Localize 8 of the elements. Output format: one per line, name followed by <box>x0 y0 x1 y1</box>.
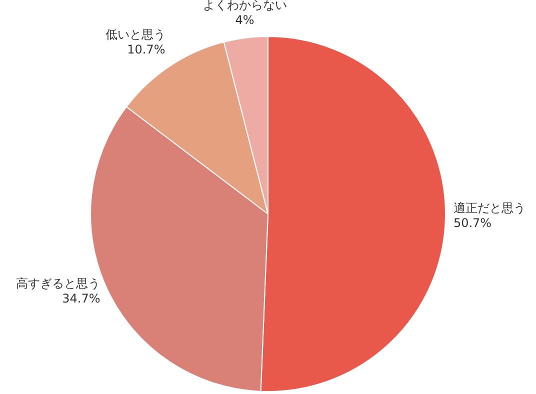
slice-label: 適正だと思う <box>453 200 526 215</box>
data-label: 34.7% <box>62 291 100 306</box>
slice-label: 高すぎると思う <box>16 276 100 290</box>
data-label: 50.7% <box>453 216 492 230</box>
slice-label: 低いと思う <box>105 28 166 42</box>
data-label: 10.7% <box>127 42 166 57</box>
data-label: 4% <box>235 13 254 28</box>
slice-label: よくわからない <box>202 0 287 12</box>
